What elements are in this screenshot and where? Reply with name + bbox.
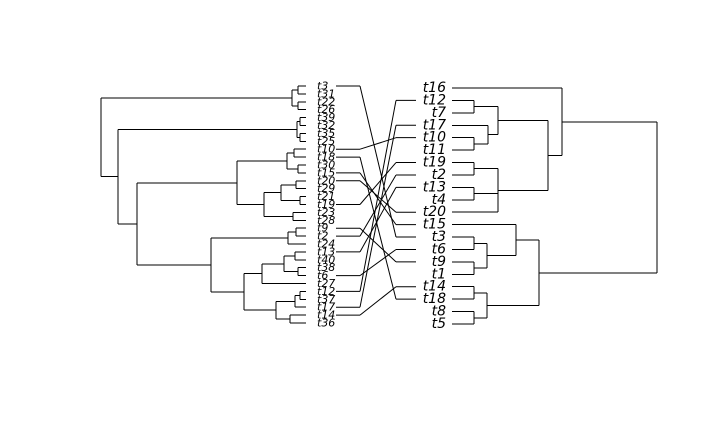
right-tip-label: t7 [432,105,446,121]
association-link [359,174,397,237]
left-tip-label: t37 [317,293,335,306]
right-tip-label: t18 [423,291,446,307]
left-tip-label: t18 [317,151,335,164]
association-link [359,137,397,150]
right-tip-label: t12 [423,92,446,108]
left-tip-label: t28 [317,214,335,227]
left-tip-label: t35 [317,127,335,140]
left-tip-label: t2 [317,230,328,243]
association-link [359,227,397,263]
right-tip-label: t10 [423,130,446,146]
left-tip-label: t20 [317,174,335,187]
left-tip-label: t29 [317,182,335,195]
right-tip-label: t3 [432,229,446,245]
left-tip-label: t30 [317,159,335,172]
right-tip-label: t1 [432,266,446,282]
left-tip-label: t12 [317,285,335,298]
left-tip-label: t31 [317,87,335,100]
left-tip-label: t22 [317,95,335,108]
left-tip-label: t38 [317,261,335,274]
right-tip-label: t14 [423,279,446,295]
left-tip-label: t19 [317,198,335,211]
right-tip-label: t19 [423,155,446,171]
left-tip-label: t25 [317,135,335,148]
association-link [359,172,397,225]
left-tip-label: t10 [317,143,335,156]
association-link [359,249,397,277]
right-tip-label: t15 [423,217,446,233]
right-tip-label: t2 [432,167,446,183]
association-link [359,85,397,238]
association-links [336,85,416,316]
left-tip-label: t21 [317,190,335,203]
left-tip-label: t3 [317,80,328,93]
left-tip-label: t27 [317,277,335,290]
left-tip-label: t32 [317,119,335,132]
left-tree-edges [100,85,306,324]
left-tip-label: t9 [317,222,328,235]
right-tip-label: t4 [432,192,446,208]
right-tree-edges [452,87,658,325]
left-tip-label: t13 [317,245,335,258]
association-link [359,187,397,253]
left-tip-label: t36 [317,317,335,330]
right-tip-label: t9 [432,254,446,270]
left-tip-label: t6 [317,269,328,282]
right-tip-label: t13 [423,179,446,195]
right-tip-label: t20 [423,204,446,220]
left-tip-label: t15 [317,166,335,179]
left-tip-label: t23 [317,206,335,219]
association-link [359,286,397,316]
left-tip-label: t26 [317,103,335,116]
right-tip-label: t8 [432,304,446,320]
association-link [359,100,397,292]
left-tip-label: t17 [317,301,335,314]
right-tip-label: t17 [423,117,446,133]
right-tip-label: t11 [423,142,446,158]
left-tip-label: t14 [317,309,335,322]
left-tip-label: t39 [317,111,335,124]
left-tip-label: t24 [317,238,335,251]
right-tip-label: t16 [423,80,446,96]
left-tip-labels: t3t31t22t26t39t32t35t25t10t18t30t15t20t2… [317,80,335,330]
right-tip-labels: t16t12t7t17t10t11t19t2t13t4t20t15t3t6t9t… [423,80,446,332]
right-tip-label: t6 [432,241,446,257]
association-link [359,125,397,308]
right-tip-label: t5 [432,316,446,332]
left-tip-label: t40 [317,253,335,266]
association-link [359,162,397,205]
